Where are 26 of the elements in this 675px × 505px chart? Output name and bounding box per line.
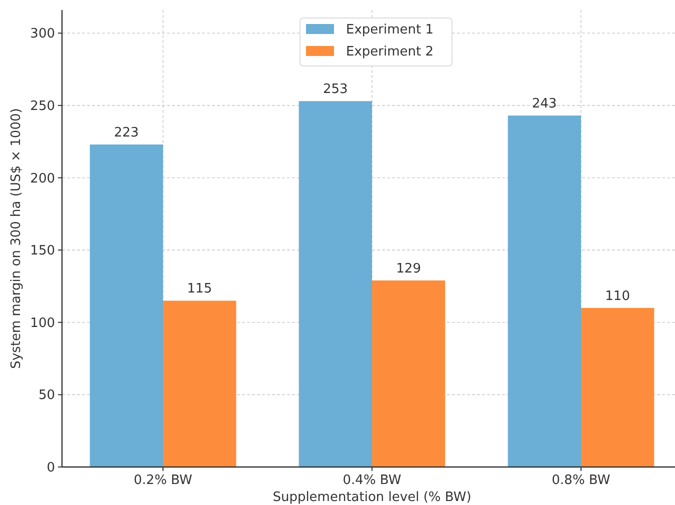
data-label: 115 — [187, 282, 212, 297]
legend-label: Experiment 2 — [346, 44, 434, 60]
y-tick-label: 250 — [30, 99, 55, 114]
data-label: 129 — [396, 261, 421, 276]
y-tick-label: 100 — [30, 316, 55, 331]
data-label: 243 — [532, 96, 557, 112]
y-tick-label: 200 — [30, 171, 55, 186]
x-tick-label: 0.2% BW — [134, 473, 192, 488]
y-tick-label: 300 — [30, 26, 55, 42]
data-label: 253 — [323, 82, 348, 98]
x-tick-label: 0.4% BW — [342, 473, 402, 488]
y-tick-label: 0 — [46, 460, 55, 476]
legend-label: Experiment 1 — [346, 22, 434, 38]
bar — [581, 308, 654, 467]
bar — [508, 116, 581, 467]
x-tick-label: 0.8% BW — [552, 473, 610, 488]
y-tick-label: 150 — [30, 244, 55, 259]
bar — [90, 144, 163, 467]
data-label: 110 — [605, 288, 630, 304]
x-axis-title: Supplementation level (% BW) — [272, 490, 472, 505]
data-label: 223 — [114, 125, 139, 140]
y-axis-title: System margin on 300 ha (US$ × 1000) — [9, 108, 24, 369]
bar — [163, 300, 236, 467]
bar — [298, 101, 372, 467]
y-tick-label: 50 — [38, 388, 55, 404]
bar — [372, 280, 446, 467]
